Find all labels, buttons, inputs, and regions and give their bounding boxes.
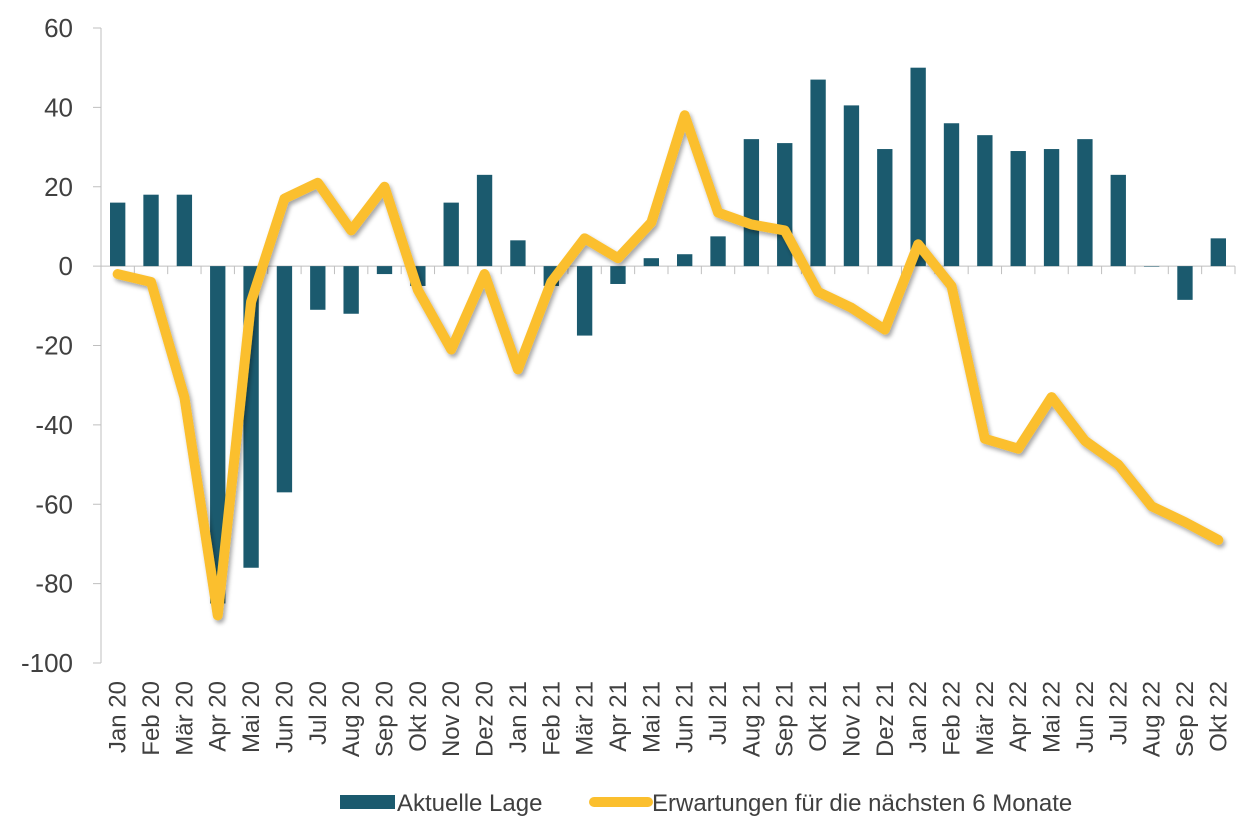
x-tick-label: Jan 20 xyxy=(105,681,132,753)
x-tick-label: Dez 21 xyxy=(872,681,899,757)
y-tick-label: 40 xyxy=(44,92,73,122)
x-tick-label: Okt 21 xyxy=(805,681,832,752)
x-tick-label: Sep 21 xyxy=(772,681,799,757)
bar xyxy=(310,266,326,310)
bar xyxy=(943,123,960,267)
x-tick-label: Aug 20 xyxy=(338,681,365,757)
x-tick-label: Mär 20 xyxy=(171,681,198,756)
bar xyxy=(843,105,860,267)
x-tick-label: Okt 20 xyxy=(405,681,432,752)
bar xyxy=(710,236,726,267)
x-tick-label: Jul 21 xyxy=(705,681,732,745)
bar xyxy=(576,266,593,336)
bar xyxy=(276,266,293,493)
x-tick-label: Jul 20 xyxy=(305,681,332,745)
bar xyxy=(1110,174,1126,267)
x-tick-label: Mai 20 xyxy=(238,681,265,753)
bar xyxy=(910,67,926,267)
x-tick-label: Mär 22 xyxy=(972,681,999,756)
y-tick-label: 60 xyxy=(44,13,73,43)
x-tick-label: Feb 22 xyxy=(939,681,966,756)
bar xyxy=(176,194,193,267)
y-tick-label: -60 xyxy=(35,489,73,519)
y-tick-label: -40 xyxy=(35,410,73,440)
x-tick-label: Mär 21 xyxy=(572,681,599,756)
bar xyxy=(810,79,826,267)
x-tick-label: Apr 21 xyxy=(605,681,632,752)
bar xyxy=(1043,149,1060,267)
x-tick-label: Jun 20 xyxy=(271,681,298,753)
legend-label: Aktuelle Lage xyxy=(397,790,542,817)
y-tick-label: 20 xyxy=(44,172,73,202)
bar xyxy=(143,194,159,267)
x-tick-label: Dez 20 xyxy=(472,681,499,757)
y-tick-label: -20 xyxy=(35,331,73,361)
x-tick-label: Nov 20 xyxy=(438,681,465,757)
x-tick-label: Sep 20 xyxy=(372,681,399,757)
bar xyxy=(977,135,993,267)
x-tick-label: Jun 21 xyxy=(672,681,699,753)
bar xyxy=(1177,266,1193,300)
x-tick-label: Jul 22 xyxy=(1105,681,1132,745)
x-tick-label: Feb 20 xyxy=(138,681,165,756)
legend-label: Erwartungen für die nächsten 6 Monate xyxy=(652,790,1072,817)
x-tick-label: Mai 22 xyxy=(1039,681,1066,753)
bar xyxy=(510,240,526,267)
legend-swatch xyxy=(340,795,395,809)
bar xyxy=(743,139,760,267)
y-tick-label: -80 xyxy=(35,569,73,599)
bar xyxy=(443,202,459,267)
line xyxy=(112,110,1224,621)
bar xyxy=(210,266,226,604)
bar xyxy=(677,254,693,267)
y-tick-label: 0 xyxy=(59,251,73,281)
bar xyxy=(110,202,126,267)
bar xyxy=(610,266,626,284)
x-tick-label: Jun 22 xyxy=(1072,681,1099,753)
x-tick-label: Feb 21 xyxy=(538,681,565,756)
bar xyxy=(376,266,393,275)
x-tick-label: Apr 22 xyxy=(1005,681,1032,752)
bar xyxy=(1143,266,1160,267)
x-tick-label: Okt 22 xyxy=(1205,681,1232,752)
x-tick-label: Aug 22 xyxy=(1139,681,1166,757)
x-tick-label: Apr 20 xyxy=(205,681,232,752)
x-tick-label: Jan 21 xyxy=(505,681,532,753)
y-tick-label: -100 xyxy=(21,648,73,678)
bar xyxy=(643,258,659,267)
bar xyxy=(343,266,359,314)
x-tick-label: Aug 21 xyxy=(738,681,765,757)
bar xyxy=(877,149,893,267)
bar xyxy=(1010,151,1026,267)
bar xyxy=(1210,238,1226,267)
x-tick-label: Nov 21 xyxy=(838,681,865,757)
x-tick-label: Jan 22 xyxy=(905,681,932,753)
x-tick-label: Sep 22 xyxy=(1172,681,1199,757)
bar xyxy=(476,174,493,267)
x-tick-label: Mai 21 xyxy=(638,681,665,753)
bar xyxy=(1077,139,1093,267)
